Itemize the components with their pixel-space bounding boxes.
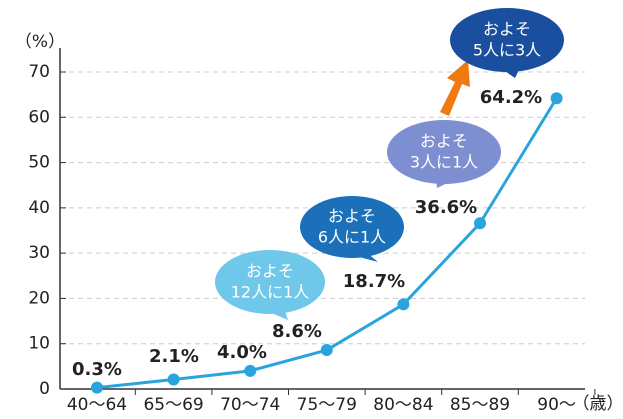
data-label: 64.2% — [480, 87, 542, 108]
y-unit-label: （%） — [15, 32, 65, 52]
x-unit-label: （歳） — [573, 394, 623, 414]
marker — [167, 373, 180, 386]
callout — [387, 120, 501, 184]
callout-text: 5人に3人 — [473, 41, 541, 60]
callout-text: 3人に1人 — [410, 153, 478, 172]
arrow — [440, 60, 470, 116]
x-tick-label: 75〜79 — [297, 395, 357, 415]
callout-text: およそ — [328, 207, 376, 226]
callout-text: およそ — [246, 262, 294, 281]
y-tick-label: 40 — [28, 198, 50, 218]
callout-text: 6人に1人 — [318, 228, 386, 247]
x-tick-label: 65〜69 — [143, 395, 203, 415]
x-tick-label: 80〜84 — [373, 395, 433, 415]
data-label: 2.1% — [149, 346, 199, 367]
callout-text: およそ — [483, 20, 531, 39]
marker — [320, 344, 333, 357]
callout — [300, 196, 404, 258]
y-tick-label: 30 — [28, 243, 50, 263]
callout-text: およそ — [420, 132, 468, 151]
y-tick-label: 70 — [28, 62, 50, 82]
data-label: 0.3% — [72, 359, 122, 380]
x-tick-label: 90〜 — [537, 395, 576, 415]
data-label: 8.6% — [272, 321, 322, 342]
y-tick-label: 50 — [28, 153, 50, 173]
y-tick-label: 60 — [28, 107, 50, 127]
callout — [450, 8, 564, 72]
data-label: 18.7% — [343, 271, 405, 292]
data-label: 36.6% — [415, 197, 477, 218]
x-tick-label: 70〜74 — [220, 395, 280, 415]
callout — [215, 250, 325, 314]
y-tick-label: 20 — [28, 288, 50, 308]
marker — [550, 92, 563, 105]
marker — [397, 298, 410, 311]
marker — [474, 217, 486, 230]
x-tick-label: 85〜89 — [450, 395, 510, 415]
data-label: 4.0% — [217, 342, 267, 363]
callout-text: 12人に1人 — [231, 283, 310, 302]
y-tick-label: 0 — [39, 379, 50, 399]
marker — [91, 381, 103, 394]
marker — [244, 364, 257, 377]
x-tick-label: 40〜64 — [67, 395, 127, 415]
y-tick-label: 10 — [28, 334, 50, 354]
